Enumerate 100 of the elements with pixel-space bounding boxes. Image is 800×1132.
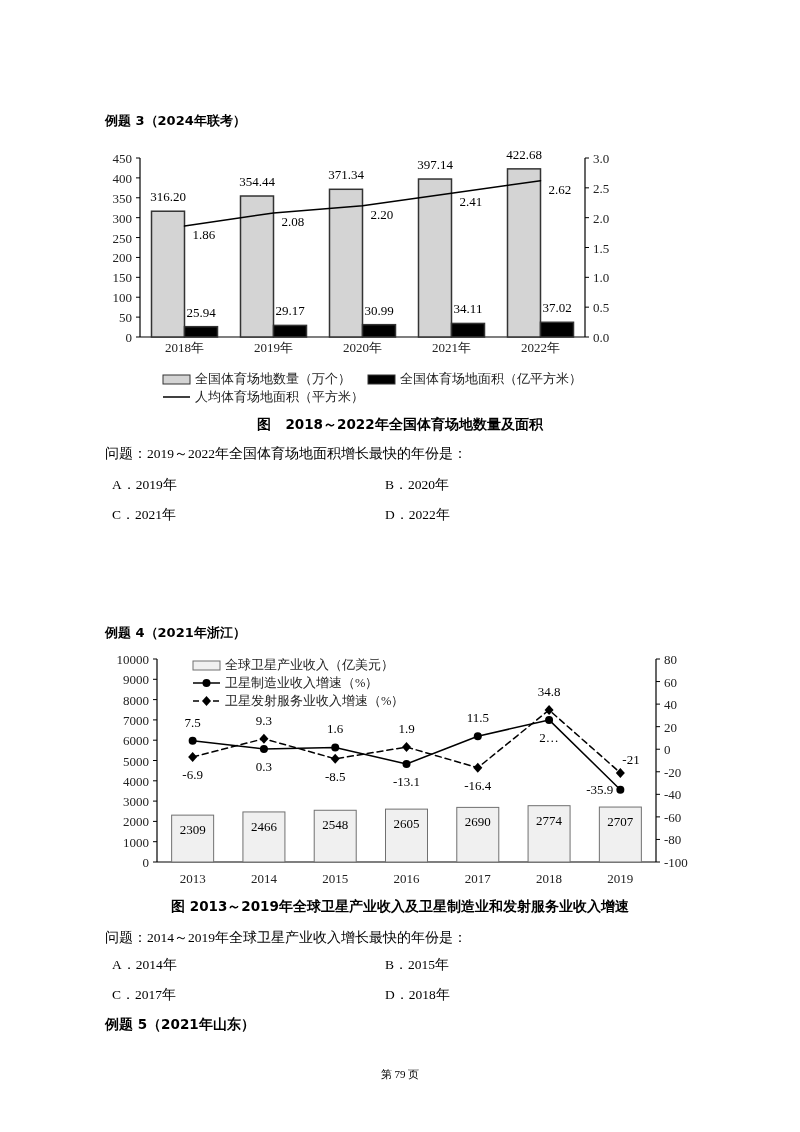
data-label: -13.1	[392, 774, 421, 789]
x-tick-label: 2016	[393, 871, 420, 886]
data-label: 34.8	[537, 683, 561, 699]
text: D．2022年	[385, 507, 450, 522]
data-label: 25.94	[186, 304, 217, 320]
text: C．2021年	[112, 507, 177, 522]
data-label: 2774	[536, 812, 563, 828]
text: 例题 4（2021年浙江）	[104, 625, 246, 640]
y-tick-label: 150	[112, 269, 132, 285]
legend-label: 全国体育场地数量（万个）	[195, 371, 351, 386]
legend-label: 卫星制造业收入增速（%）	[225, 676, 379, 690]
x-tick-label: 2014	[250, 871, 278, 886]
data-label: 1.86	[192, 227, 216, 243]
text: D．2018年	[385, 987, 450, 1002]
text: A．2019年	[112, 477, 177, 492]
data-label: 2.62	[548, 181, 572, 197]
text: A．2014年	[112, 957, 177, 972]
data-label: 422.68	[506, 146, 542, 162]
point	[188, 752, 198, 762]
y-tick-label: 100	[112, 289, 132, 305]
y-tick-label: 0	[142, 854, 149, 870]
y2-tick-label: 1.5	[593, 240, 610, 255]
y-tick-label: 9000	[123, 671, 149, 687]
data-label: 2466	[250, 818, 278, 834]
y2-tick-label: 0	[664, 741, 671, 757]
data-label: 371.34	[328, 167, 365, 183]
text: 图 2013～2019年全球卫星产业收入及卫星制造业和发射服务业收入增速	[171, 898, 630, 914]
data-label: 316.20	[150, 189, 186, 205]
data-label: 2309	[179, 822, 206, 838]
legend-label: 全球卫星产业收入（亿美元）	[225, 657, 394, 672]
data-label: 2.41	[459, 194, 483, 210]
data-label: 0.3	[255, 758, 273, 774]
point	[331, 743, 340, 752]
y-tick-label: 10000	[116, 651, 149, 667]
y2-tick-label: 2.0	[593, 210, 610, 226]
y-tick-label: 6000	[123, 732, 149, 748]
point	[402, 742, 411, 753]
text: 图 2018～2022年全国体育场地数量及面积	[257, 416, 544, 432]
y-tick-label: 300	[112, 210, 132, 226]
y-tick-label: 200	[112, 249, 132, 265]
data-label: 2…	[539, 729, 559, 745]
point	[259, 744, 268, 753]
data-label: -16.4	[464, 777, 492, 793]
y2-tick-label: -40	[664, 786, 682, 802]
text: 第 79 页	[380, 1068, 420, 1080]
point	[615, 767, 625, 778]
y-tick-label: 4000	[123, 773, 149, 789]
text: B．2020年	[385, 477, 450, 492]
data-label: 30.99	[364, 302, 394, 318]
y-tick-label: 1000	[123, 834, 149, 850]
y2-tick-label: -60	[664, 809, 682, 825]
point	[544, 704, 554, 715]
data-label: 2.20	[370, 206, 394, 222]
y-tick-label: 450	[112, 150, 132, 166]
data-label: -8.5	[324, 768, 346, 784]
point	[616, 785, 625, 794]
y-tick-label: 400	[112, 170, 132, 186]
point	[545, 715, 554, 724]
data-label: -35.9	[586, 781, 614, 797]
y-tick-label: 7000	[123, 712, 149, 728]
x-tick-label: 2013	[179, 871, 206, 886]
data-label: 2690	[464, 814, 491, 830]
data-label: -6.9	[182, 767, 203, 782]
data-label: 2.08	[281, 213, 305, 229]
x-tick-label: 2017	[464, 871, 492, 886]
data-label: 397.14	[417, 157, 454, 173]
data-label: 1.9	[398, 721, 415, 737]
data-label: 11.5	[466, 710, 489, 726]
y2-tick-label: 3.0	[593, 150, 610, 166]
legend-label: 全国体育场地面积（亿平方米）	[400, 371, 582, 386]
point	[473, 762, 483, 773]
legend-label: 人均体育场地面积（平方米）	[195, 389, 364, 404]
point	[402, 760, 411, 768]
data-label: 2707	[607, 814, 634, 830]
data-label: 29.17	[275, 303, 306, 319]
data-label: 9.3	[255, 712, 273, 728]
text: 例题 3（2024年联考）	[104, 113, 246, 128]
y-tick-label: 250	[112, 230, 132, 246]
point	[330, 753, 340, 764]
x-tick-label: 2018年	[165, 340, 204, 355]
x-tick-label: 2020年	[343, 340, 382, 355]
text: B．2015年	[385, 957, 450, 972]
y2-tick-label: 1.0	[593, 269, 610, 285]
y2-tick-label: -100	[664, 854, 688, 870]
y-tick-label: 0	[125, 329, 132, 345]
legend-label: 卫星发射服务业收入增速（%）	[225, 694, 405, 708]
y-tick-label: 2000	[123, 813, 149, 829]
point	[259, 733, 269, 744]
y-tick-label: 5000	[123, 753, 149, 768]
text: 问题：2019～2022年全国体育场地面积增长最快的年份是：	[105, 445, 467, 461]
text: 例题 5（2021年山东）	[104, 1016, 255, 1032]
y2-tick-label: 0.5	[593, 299, 610, 315]
y-tick-label: 8000	[123, 692, 149, 708]
y2-tick-label: -20	[664, 764, 682, 780]
y2-tick-label: 60	[664, 674, 677, 690]
y2-tick-label: 0.0	[593, 329, 610, 345]
y-tick-label: 350	[112, 190, 132, 206]
data-label: 37.02	[542, 300, 572, 316]
point	[473, 732, 482, 741]
y-tick-label: 3000	[123, 793, 149, 809]
